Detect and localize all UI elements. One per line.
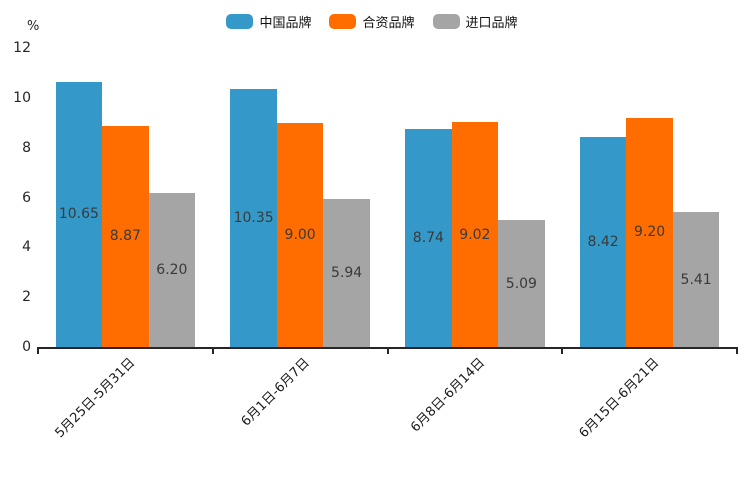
bar-value-label: 6.20	[156, 261, 188, 278]
legend-label-joint-venture-brands: 合资品牌	[362, 16, 415, 31]
legend-item-joint-venture-brands: 合资品牌	[329, 12, 415, 31]
bar	[230, 89, 277, 347]
bar-value-label: 8.74	[412, 230, 444, 247]
bar	[276, 122, 324, 347]
bar	[626, 117, 673, 347]
y-axis-tick-label: 6	[22, 189, 31, 206]
chart-legend: 中国品牌 合资品牌 进口品牌	[0, 12, 744, 31]
y-axis-tick-label: 12	[13, 40, 31, 56]
legend-label-import-brands: 进口品牌	[465, 16, 518, 31]
bar-value-label: 9.02	[459, 226, 491, 243]
bar-value-label: 8.42	[587, 234, 619, 251]
bar	[451, 122, 499, 347]
y-axis-tick-label: 10	[13, 89, 31, 106]
bar-value-label: 5.94	[331, 264, 363, 281]
x-axis-category-label: 5月25日-5月31日	[52, 355, 139, 442]
legend-swatch-import-brands	[432, 14, 460, 29]
x-axis-tick-mark	[211, 349, 214, 354]
y-axis-tick-label: 4	[22, 239, 31, 256]
bar	[323, 198, 370, 347]
x-axis-category-label: 6月8日-6月14日	[407, 355, 488, 436]
legend-swatch-joint-venture-brands	[329, 14, 357, 29]
bar-value-label: 10.35	[233, 210, 274, 227]
bar-value-label: 8.87	[109, 228, 141, 245]
legend-item-china-brands: 中国品牌	[226, 12, 311, 31]
bar-value-label: 5.09	[505, 275, 537, 292]
x-axis-tick-mark	[736, 349, 738, 354]
legend-label-china-brands: 中国品牌	[259, 16, 312, 31]
bar	[148, 192, 196, 347]
bar	[405, 129, 452, 347]
legend-item-import-brands: 进口品牌	[432, 12, 518, 31]
y-axis-tick-label: 8	[22, 139, 31, 156]
bar-value-label: 10.65	[58, 206, 99, 223]
bar	[55, 81, 103, 347]
x-axis-tick-mark	[561, 349, 564, 354]
y-axis-unit-label: %	[27, 19, 40, 34]
x-axis-category-label: 6月1日-6月7日	[238, 355, 314, 430]
y-axis-tick-label: 2	[22, 289, 31, 306]
x-axis-line	[37, 347, 738, 349]
bar	[498, 220, 545, 347]
y-axis-tick-label: 0	[22, 339, 31, 355]
x-axis-tick-mark	[386, 349, 389, 354]
bar-value-label: 9.20	[634, 224, 666, 241]
bar	[102, 125, 149, 347]
legend-swatch-china-brands	[226, 14, 254, 29]
x-axis-tick-mark	[37, 349, 39, 354]
bar	[672, 212, 720, 347]
bar-value-label: 9.00	[284, 226, 316, 243]
bar-value-label: 5.41	[680, 271, 712, 288]
bar	[579, 137, 627, 347]
x-axis-category-label: 6月15日-6月21日	[576, 355, 663, 442]
